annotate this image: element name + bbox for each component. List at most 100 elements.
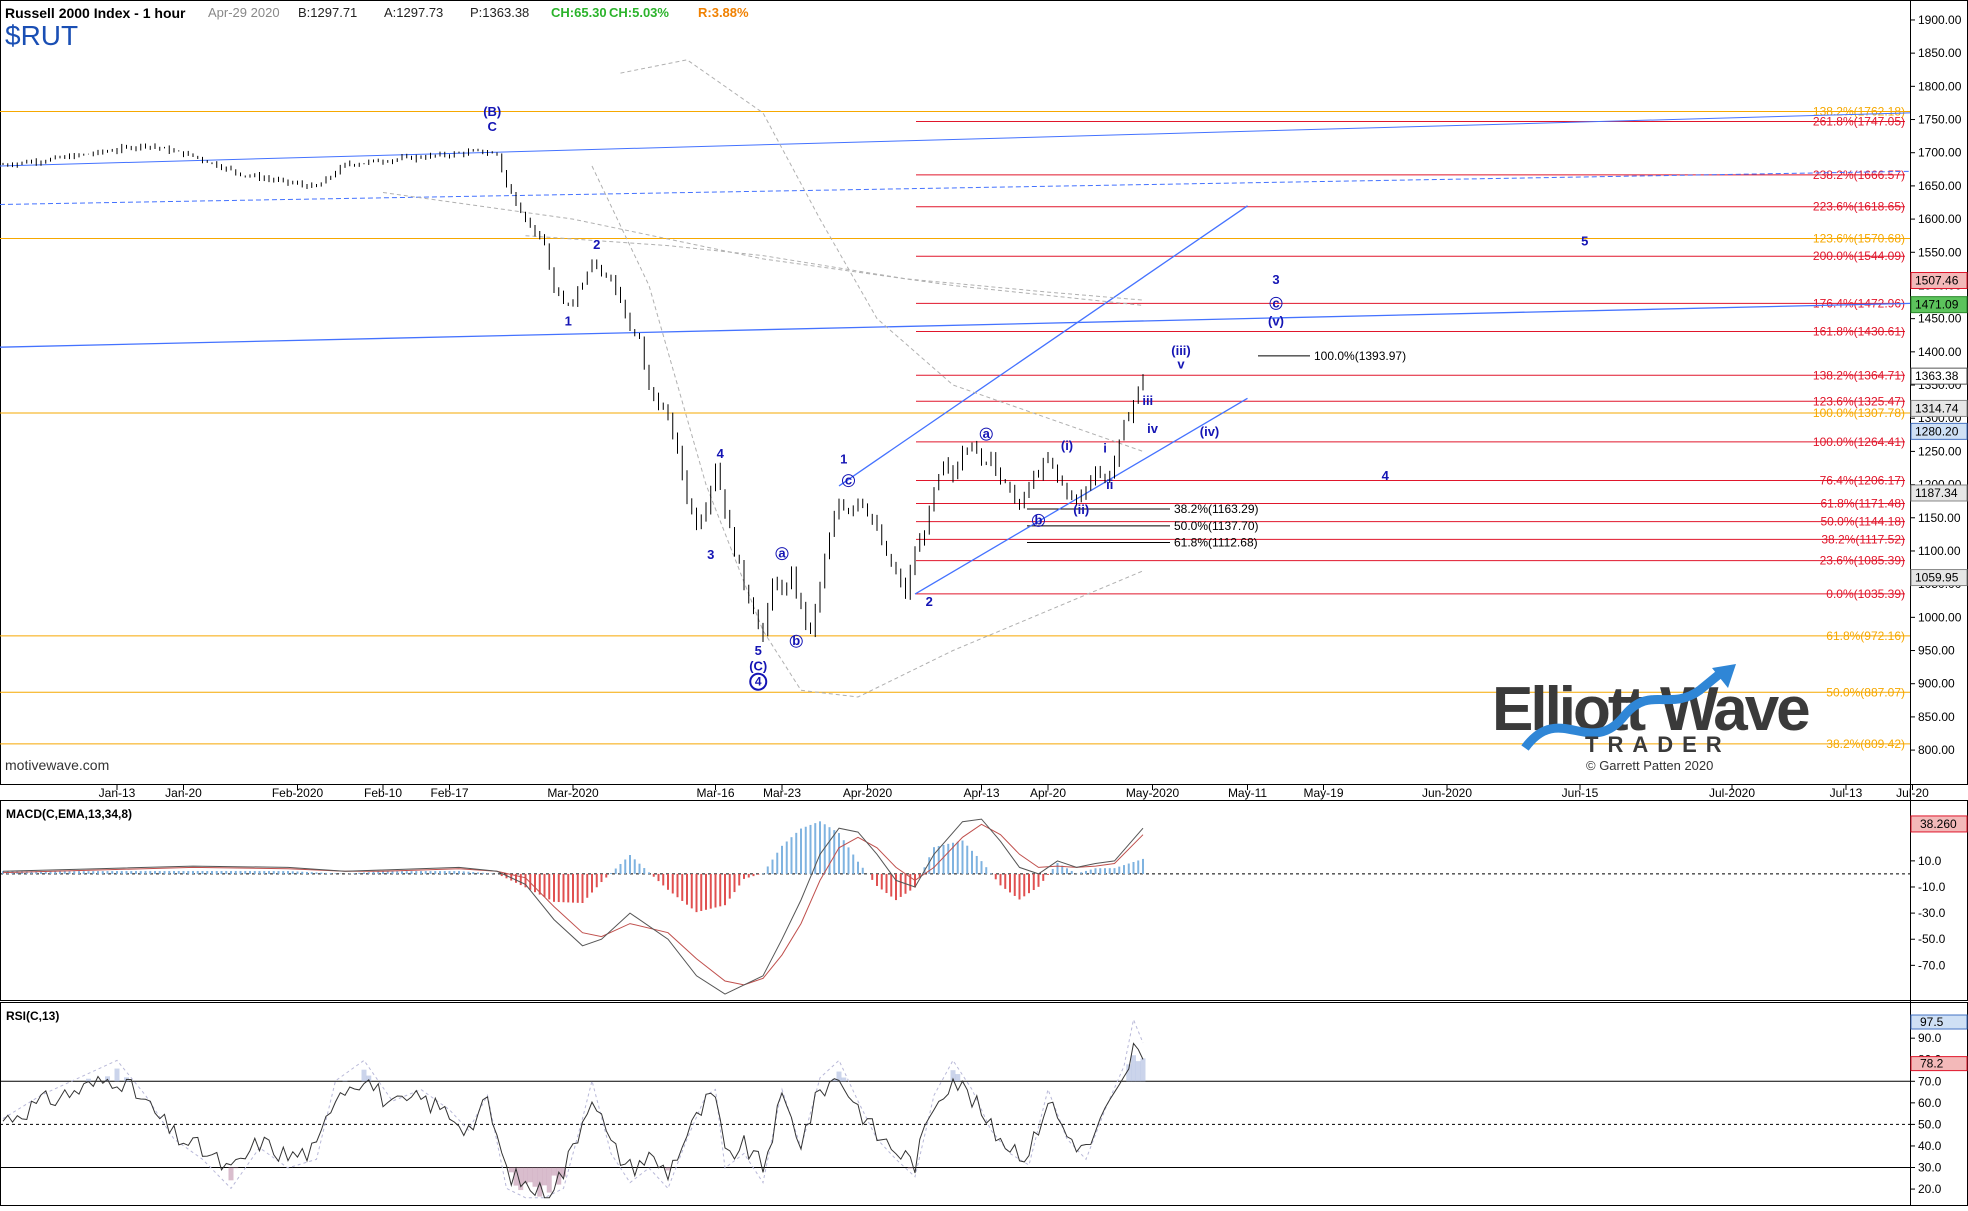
wave-label: 4 bbox=[717, 446, 725, 461]
fib-label-red: 223.6%(1618.65) bbox=[1813, 200, 1905, 214]
price-badge bbox=[1910, 272, 1968, 290]
wave-label: (C) bbox=[749, 658, 767, 673]
x-axis-label: May-11 bbox=[1228, 786, 1267, 800]
trendline-upper bbox=[0, 112, 1911, 167]
price-axis-label: 900.00 bbox=[1918, 677, 1955, 691]
price-axis-label: 1150.00 bbox=[1918, 511, 1961, 525]
wave-label: a bbox=[983, 426, 991, 441]
price-badge bbox=[1910, 484, 1968, 502]
trendline-dashed bbox=[0, 170, 1911, 205]
wave-label: b bbox=[792, 633, 800, 648]
wave-label: v bbox=[1177, 356, 1185, 371]
price-axis-label: 1700.00 bbox=[1918, 146, 1962, 160]
moving-average-line bbox=[382, 192, 1144, 306]
wave-label: i bbox=[1103, 441, 1107, 456]
symbol-label: $RUT bbox=[5, 20, 78, 51]
wave-label: C bbox=[488, 119, 498, 134]
wave-label: ii bbox=[1106, 477, 1113, 492]
wave-label: (iii) bbox=[1171, 343, 1191, 358]
fib-label-red: 200.0%(1544.09) bbox=[1813, 249, 1905, 263]
x-axis-label: Apr-20 bbox=[1030, 786, 1066, 800]
price-badge-label: 1280.20 bbox=[1915, 424, 1959, 438]
price-axis-label: 1650.00 bbox=[1918, 179, 1962, 193]
logo-text-wave: Wave bbox=[1660, 675, 1809, 744]
wave-label: 5 bbox=[755, 643, 762, 658]
macd-axis-label: -10.0 bbox=[1918, 880, 1946, 894]
x-axis-label: Mar-16 bbox=[696, 786, 734, 800]
wave-label: (B) bbox=[483, 104, 501, 119]
wave-label: iv bbox=[1147, 421, 1159, 436]
macd-axis-label: -70.0 bbox=[1918, 958, 1946, 972]
price-badge-label: 1471.09 bbox=[1915, 298, 1959, 312]
price-axis-label: 1900.00 bbox=[1918, 13, 1962, 27]
wave-label: 4 bbox=[755, 675, 762, 689]
fib-label-orange: 123.6%(1570.68) bbox=[1813, 232, 1905, 246]
watermark: motivewave.com bbox=[5, 757, 109, 773]
logo-wave-icon bbox=[1521, 668, 1725, 751]
x-axis-label: Jan-20 bbox=[165, 786, 202, 800]
price-axis-label: 1800.00 bbox=[1918, 79, 1962, 93]
moving-average-line bbox=[620, 59, 1144, 452]
fib-label-black: 100.0%(1393.97) bbox=[1314, 349, 1406, 363]
macd-axis-label: -30.0 bbox=[1918, 906, 1946, 920]
price-value: P:1363.38 bbox=[470, 5, 529, 20]
rsi-axis-label: 30.0 bbox=[1918, 1161, 1942, 1175]
x-axis-label: Apr-2020 bbox=[843, 786, 893, 800]
bar-date: Apr-29 2020 bbox=[208, 5, 280, 20]
price-axis-label: 1750.00 bbox=[1918, 113, 1962, 127]
wave-label: 2 bbox=[593, 237, 600, 252]
wave-label-circle bbox=[749, 672, 768, 691]
price-badge-label: 1507.46 bbox=[1915, 274, 1959, 288]
wave-label: 3 bbox=[707, 547, 714, 562]
fib-label-red: 50.0%(1144.18) bbox=[1820, 515, 1905, 529]
fib-label-red: 238.2%(1666.57) bbox=[1813, 168, 1905, 182]
fib-label-black: 61.8%(1112.68) bbox=[1174, 536, 1258, 550]
fib-label-orange: 50.0%(887.07) bbox=[1826, 685, 1905, 699]
chart-title: Russell 2000 Index - 1 hour bbox=[5, 5, 186, 21]
x-axis-label: Jul-2020 bbox=[1709, 786, 1755, 800]
rsi-badge bbox=[1910, 1014, 1968, 1030]
wave-label-circle bbox=[1032, 513, 1045, 527]
price-axis-label: 1100.00 bbox=[1918, 544, 1961, 558]
price-badge-label: 1059.95 bbox=[1915, 571, 1959, 585]
price-axis-label: 1450.00 bbox=[1918, 312, 1962, 326]
x-axis-label: Feb-17 bbox=[430, 786, 468, 800]
wave-label-circle bbox=[775, 547, 789, 561]
macd-badge-label: 38.260 bbox=[1920, 817, 1957, 831]
x-axis-label: Jun-15 bbox=[1562, 786, 1599, 800]
x-axis-label: Jul-13 bbox=[1830, 786, 1863, 800]
bid-value: B:1297.71 bbox=[298, 5, 357, 20]
change-pct-value: CH:5.03% bbox=[609, 5, 669, 20]
x-axis-label: Jan-13 bbox=[99, 786, 136, 800]
x-axis-label: Mar-2020 bbox=[547, 786, 599, 800]
wave-label: 3 bbox=[1272, 272, 1279, 287]
fib-label-orange: 100.0%(1307.78) bbox=[1813, 406, 1905, 420]
macd-axis-label: 10.0 bbox=[1918, 854, 1942, 868]
trendline-long bbox=[0, 302, 1911, 348]
price-badge-label: 1363.38 bbox=[1915, 369, 1959, 383]
price-axis-label: 1000.00 bbox=[1918, 610, 1962, 624]
logo-arrow-icon bbox=[1712, 664, 1736, 688]
wave-label: b bbox=[1035, 512, 1043, 527]
price-badge bbox=[1910, 399, 1968, 417]
fib-label-red: 176.4%(1472.96) bbox=[1813, 296, 1905, 310]
x-axis-label: Feb-10 bbox=[364, 786, 402, 800]
price-axis-label: 1600.00 bbox=[1918, 212, 1962, 226]
x-axis-label: Jun-2020 bbox=[1422, 786, 1472, 800]
wave-label: (ii) bbox=[1073, 502, 1089, 517]
price-badge bbox=[1910, 569, 1968, 587]
price-axis-label: 950.00 bbox=[1918, 644, 1955, 658]
x-axis-label: Jul-20 bbox=[1896, 786, 1929, 800]
price-axis-label: 850.00 bbox=[1918, 710, 1955, 724]
wave-label-circle bbox=[979, 427, 993, 441]
wave-label: 2 bbox=[926, 594, 933, 609]
wave-label-circle bbox=[842, 474, 855, 488]
moving-average-line bbox=[591, 165, 1144, 698]
fib-label-red: 0.0%(1035.39) bbox=[1826, 587, 1905, 601]
price-axis-label: 800.00 bbox=[1918, 743, 1955, 757]
price-axis-label: 1400.00 bbox=[1918, 345, 1962, 359]
x-axis-label: May-19 bbox=[1303, 786, 1343, 800]
price-axis-label: 1850.00 bbox=[1918, 46, 1962, 60]
wave-label: (v) bbox=[1268, 313, 1284, 328]
